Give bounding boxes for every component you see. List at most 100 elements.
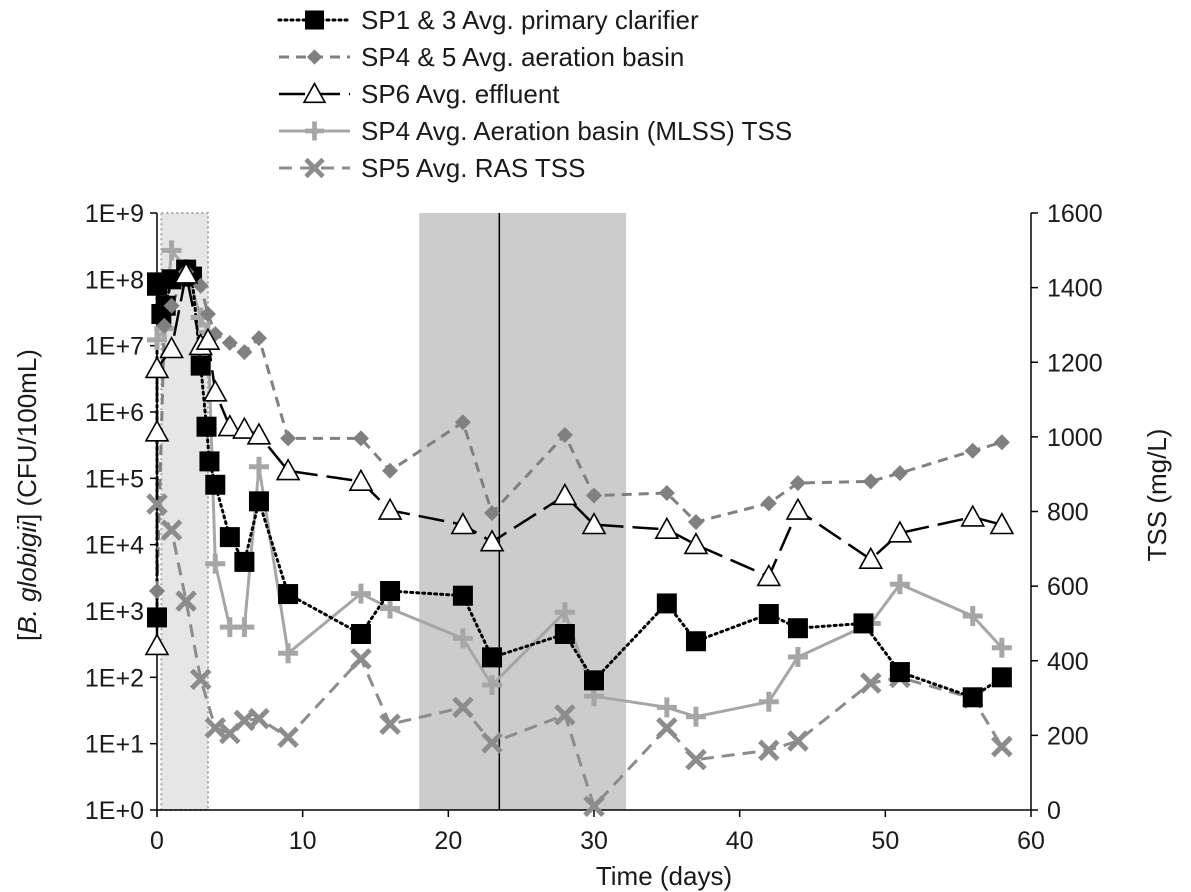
series-2-point-24	[960, 504, 986, 527]
series-4-point-17	[758, 739, 780, 762]
legend-label-0: SP1 & 3 Avg. primary clarifier	[361, 5, 699, 35]
series-4-point-15	[656, 717, 678, 739]
series-0-point-28	[962, 687, 983, 708]
series-0-point-14	[248, 491, 269, 512]
right-y-tick-label-1: 200	[1047, 722, 1089, 750]
right-y-tick-label-2: 400	[1047, 648, 1089, 676]
left-y-tick-label-3: 1E+3	[85, 598, 144, 626]
series-0-point-27	[889, 662, 910, 683]
series-2-point-15	[479, 529, 505, 552]
series-1-point-9	[250, 330, 267, 347]
series-0-point-21	[584, 670, 604, 691]
series-3-point-0	[147, 329, 167, 350]
series-2-point-17	[581, 512, 607, 535]
right-y-tick-label-5: 1000	[1047, 424, 1103, 452]
series-1-point-5	[199, 306, 216, 323]
series-2-point-4	[173, 261, 199, 284]
series-3-point-12	[380, 598, 401, 619]
series-4-point-10	[379, 713, 401, 735]
series-1-point-16	[586, 487, 602, 504]
left-y-tick-label-7: 1E+7	[85, 333, 144, 361]
series-0-point-19	[482, 647, 503, 668]
series-1-point-19	[760, 495, 777, 512]
series-0-point-11	[205, 474, 226, 495]
left-y-tick-label-8: 1E+8	[85, 266, 144, 294]
left-y-axis-title-italic: B. globigii	[12, 520, 42, 634]
series-3-point-17	[656, 697, 677, 718]
series-1-point-11	[352, 430, 369, 447]
series-0-point-0	[147, 607, 167, 628]
series-0-point-17	[380, 581, 401, 602]
left-y-axis-title: [B. globigii] (CFU/100mL)	[12, 349, 42, 641]
series-4-point-0	[146, 493, 168, 515]
left-y-tick-label-9: 1E+9	[85, 200, 144, 228]
series-2-point-25	[989, 512, 1015, 535]
series-0-point-8	[190, 355, 211, 376]
series-3-point-2	[161, 240, 182, 261]
legend-label-3: SP4 Avg. Aeration basin (MLSS) TSS	[361, 116, 792, 146]
x-tick-label-4: 40	[726, 827, 754, 855]
series-4-point-7	[248, 707, 270, 730]
series-4-point-11	[452, 696, 474, 719]
series-1-point-22	[891, 465, 908, 482]
series-4-point-2	[175, 590, 197, 612]
series-3-point-22	[889, 574, 910, 595]
series-layer	[144, 240, 1015, 818]
right-y-axis-title: TSS (mg/L)	[1142, 429, 1172, 562]
series-3-point-10	[278, 643, 299, 664]
series-2-point-3	[159, 336, 184, 359]
x-tick-label-3: 30	[580, 827, 608, 855]
series-2-point-13	[377, 497, 403, 520]
legend-label-4: SP5 Avg. RAS TSS	[361, 153, 586, 183]
series-1-point-8	[236, 344, 253, 361]
series-3-point-13	[452, 628, 473, 649]
series-3-point-11	[350, 583, 371, 604]
series-4-point-4	[204, 717, 227, 739]
series-0-point-26	[853, 613, 874, 634]
series-2-point-9	[232, 416, 257, 439]
series-4-point-14	[583, 795, 605, 818]
series-1-point-21	[862, 473, 879, 490]
series-2-point-0	[144, 633, 170, 656]
series-1-point-1	[156, 317, 173, 334]
series-1-point-10	[280, 430, 297, 447]
left-y-tick-label-6: 1E+6	[85, 399, 144, 427]
right-y-tick-label-6: 1200	[1047, 349, 1103, 377]
series-1-point-7	[221, 334, 238, 351]
series-4-point-3	[189, 668, 212, 691]
series-2-point-1	[144, 419, 170, 442]
series-3-point-24	[991, 637, 1012, 658]
x-tick-label-1: 10	[289, 827, 317, 855]
series-1-point-2	[163, 297, 180, 314]
series-3-point-18	[685, 706, 706, 727]
x-tick-label-0: 0	[150, 827, 164, 855]
series-2-point-10	[246, 422, 272, 445]
series-2-point-2	[144, 356, 170, 379]
x-tick-label-6: 60	[1017, 827, 1045, 855]
series-0-point-12	[219, 527, 240, 548]
series-0-point-25	[787, 618, 808, 639]
series-1-point-23	[964, 442, 981, 459]
series-0-point-23	[685, 631, 706, 652]
series-3-point-20	[787, 647, 808, 668]
series-0-point-9	[196, 416, 217, 437]
series-1-point-18	[687, 513, 704, 530]
series-3-point-19	[758, 691, 779, 712]
series-0-point-22	[656, 593, 677, 614]
series-2-point-8	[217, 414, 243, 437]
legend-swatch-marker-4	[304, 157, 325, 179]
series-0-point-20	[554, 624, 575, 645]
series-1-point-0	[149, 583, 165, 600]
legend-label-2: SP6 Avg. effluent	[361, 79, 560, 109]
series-1-point-24	[993, 434, 1010, 451]
series-0-point-15	[278, 584, 299, 605]
left-y-axis-title-close: ] (CFU/100mL)	[12, 349, 42, 521]
series-2-point-11	[275, 458, 301, 481]
series-0-point-29	[991, 667, 1012, 688]
legend-swatch-marker-0	[305, 10, 324, 30]
series-4-point-1	[160, 519, 183, 541]
series-2-point-22	[858, 546, 884, 569]
series-4-point-8	[277, 726, 299, 749]
right-y-tick-label-3: 600	[1047, 573, 1089, 601]
